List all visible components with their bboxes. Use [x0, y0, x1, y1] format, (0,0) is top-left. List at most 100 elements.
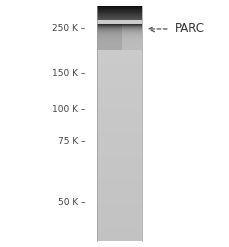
Bar [96, 77, 142, 78]
Bar [96, 182, 142, 183]
Bar [96, 216, 142, 217]
Bar [96, 19, 142, 20]
Bar [96, 13, 142, 14]
Bar [96, 155, 142, 156]
Bar [96, 75, 142, 76]
Bar [96, 178, 142, 179]
Bar [96, 89, 142, 90]
Bar [96, 227, 142, 228]
Bar [96, 114, 142, 115]
Bar [96, 86, 142, 87]
Bar [96, 195, 142, 196]
Bar [96, 185, 142, 186]
Bar [96, 57, 142, 58]
Bar [96, 131, 142, 132]
Text: 100 K –: 100 K – [52, 105, 85, 115]
Bar [96, 188, 142, 189]
Bar [96, 121, 142, 122]
Bar [96, 209, 142, 210]
Bar [96, 201, 142, 202]
Bar [96, 122, 142, 123]
Bar [96, 183, 142, 184]
Bar [96, 220, 142, 221]
Bar [96, 214, 142, 215]
Bar [96, 161, 142, 162]
Bar [96, 16, 142, 17]
Bar [96, 33, 142, 34]
Bar [96, 191, 142, 192]
Bar [96, 52, 142, 53]
Bar [96, 159, 142, 160]
Bar [96, 50, 142, 51]
Bar [96, 177, 142, 178]
Bar [96, 39, 142, 40]
Bar [96, 187, 142, 188]
Bar [96, 18, 142, 19]
Bar [96, 17, 142, 18]
Bar [96, 97, 142, 98]
Bar [96, 58, 142, 59]
Bar [96, 56, 142, 57]
Bar [96, 207, 142, 208]
Bar [96, 72, 142, 73]
Bar [96, 192, 142, 193]
Bar [96, 79, 142, 80]
Bar [96, 204, 142, 205]
Bar [96, 157, 142, 158]
Bar [96, 156, 142, 157]
Bar [96, 130, 142, 131]
Bar [96, 194, 142, 195]
Bar [96, 202, 142, 203]
Bar [96, 105, 142, 106]
Bar [96, 12, 142, 13]
Bar [96, 223, 142, 224]
Bar [96, 61, 142, 62]
Bar [96, 125, 142, 126]
Bar [96, 47, 142, 48]
Bar [96, 94, 142, 95]
Bar [96, 87, 142, 88]
Bar [96, 34, 142, 35]
Text: 150 K –: 150 K – [52, 69, 85, 78]
Bar [96, 102, 142, 103]
Bar [96, 119, 142, 120]
Bar [96, 144, 142, 145]
Bar [96, 217, 142, 218]
Bar [96, 12, 142, 13]
Bar [96, 147, 142, 148]
Bar [96, 44, 142, 45]
Bar [96, 123, 142, 124]
Bar [96, 100, 142, 101]
Bar [96, 229, 142, 230]
Bar [96, 196, 142, 197]
Bar [96, 205, 142, 206]
Bar [96, 218, 142, 219]
Bar [96, 167, 142, 168]
Bar [96, 31, 142, 32]
Bar [96, 129, 142, 130]
Bar [96, 6, 142, 7]
Bar [96, 91, 142, 92]
Bar [96, 40, 142, 41]
Bar [96, 219, 142, 220]
Bar [96, 135, 142, 136]
Bar [96, 186, 142, 187]
Bar [96, 80, 142, 81]
Bar [96, 148, 142, 149]
Bar [96, 117, 142, 118]
Bar [96, 45, 142, 46]
Bar [96, 133, 142, 134]
Bar [96, 163, 142, 164]
Bar [96, 84, 142, 85]
Bar [96, 25, 142, 26]
Bar [96, 150, 142, 151]
Bar [96, 112, 142, 113]
Bar [96, 108, 142, 109]
Bar [96, 7, 142, 8]
Bar [96, 11, 142, 12]
Bar [96, 154, 142, 155]
Bar [96, 53, 142, 54]
Bar [96, 16, 142, 17]
Bar [96, 69, 142, 70]
Bar [96, 212, 142, 213]
